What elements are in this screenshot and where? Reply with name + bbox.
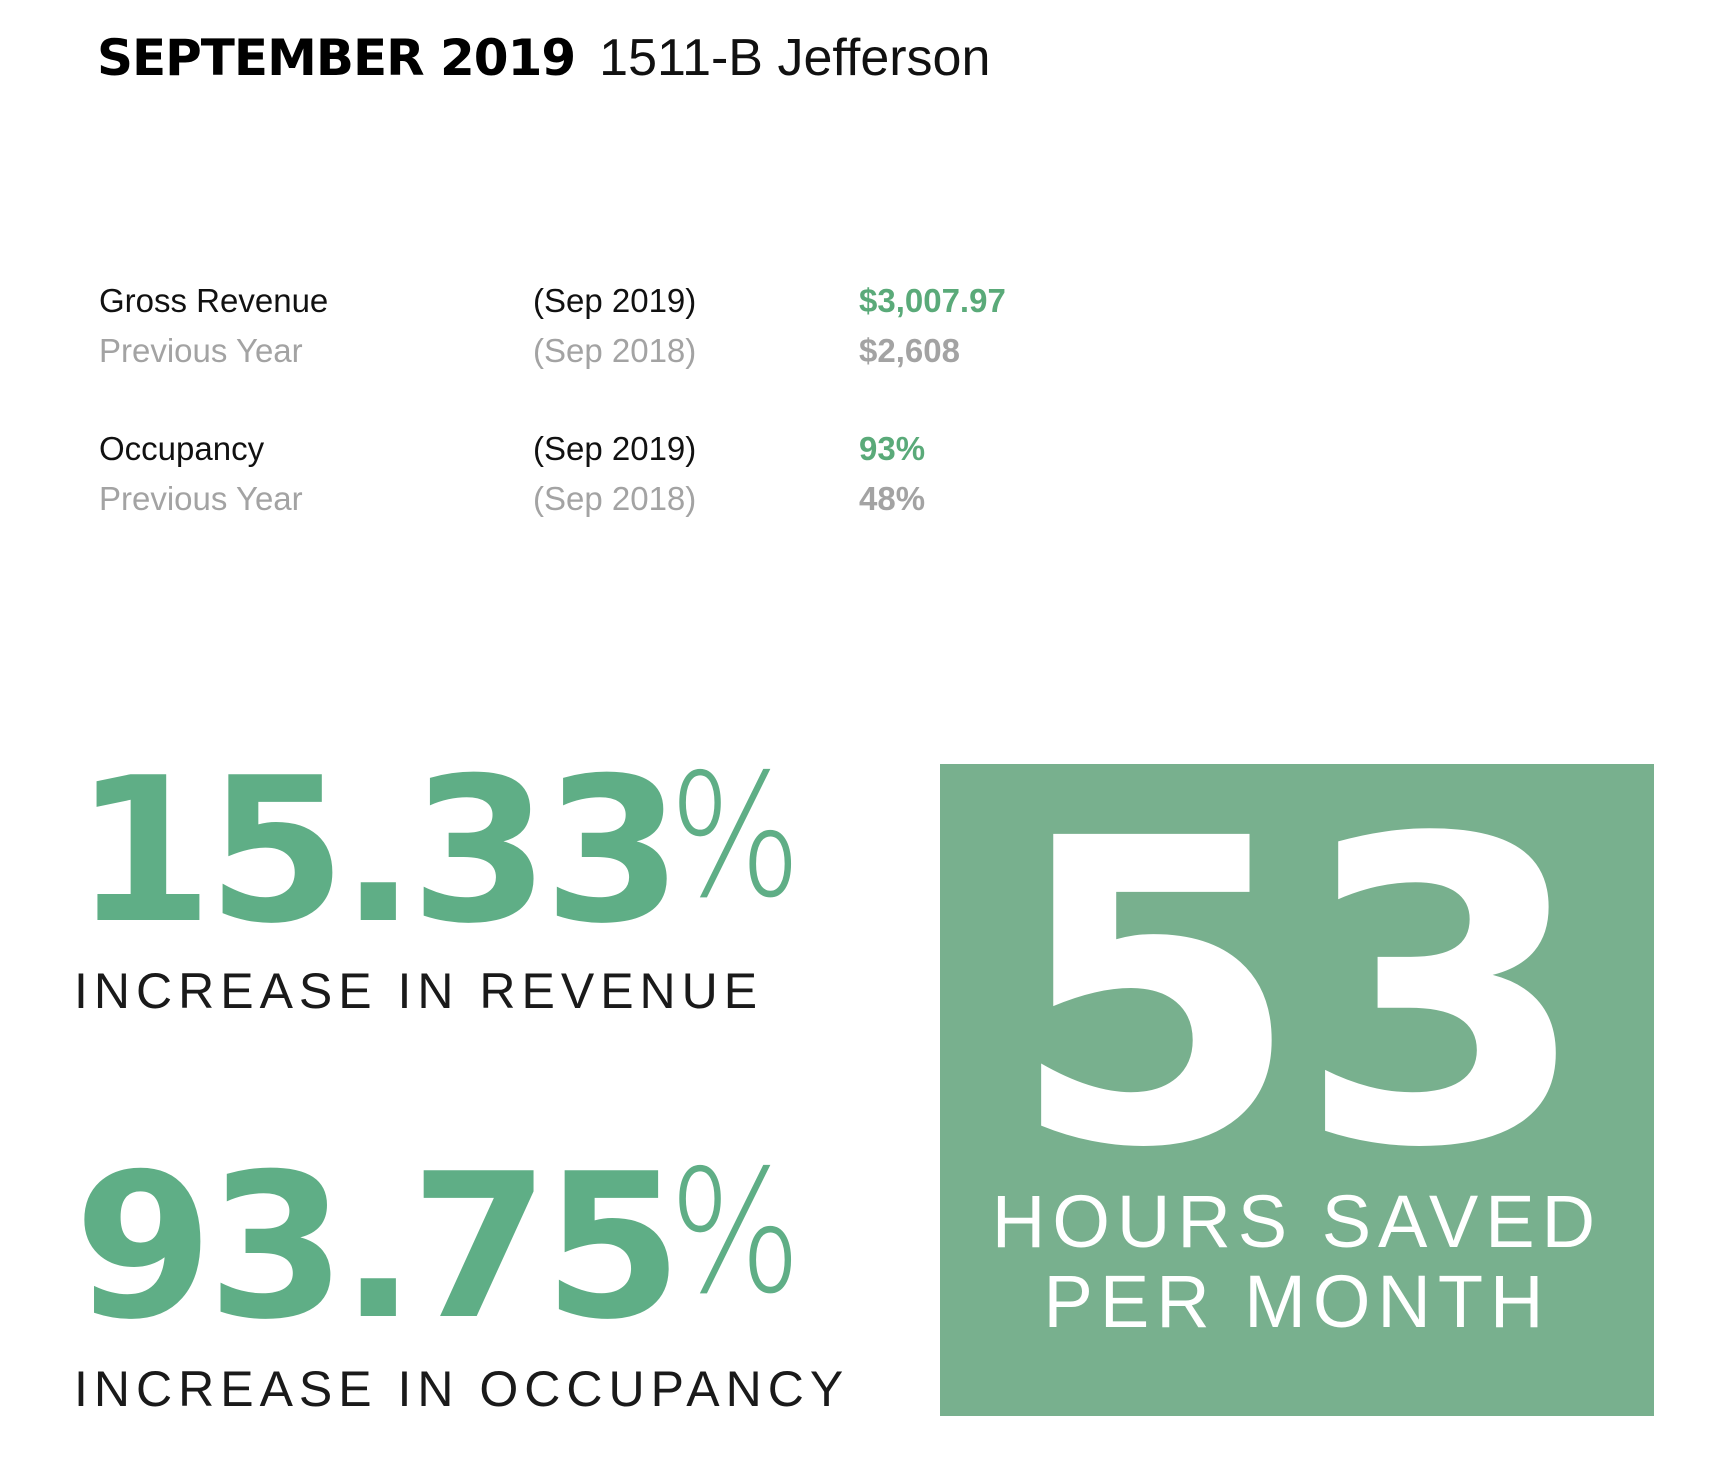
occupancy-increase-figure: 93.75% [74, 1134, 849, 1348]
metric-period: (Sep 2019) [533, 430, 697, 467]
metric-label: Occupancy [99, 430, 265, 467]
hours-saved-caption-line1: HOURS SAVED [991, 1180, 1603, 1263]
metric-value: 93% [859, 430, 926, 467]
metric-label: Previous Year [99, 480, 303, 517]
revenue-increase-stat: 15.33% INCREASE IN REVENUE [74, 752, 830, 1020]
report-month: SEPTEMBER 2019 [97, 29, 576, 87]
metric-label: Previous Year [99, 332, 303, 369]
metric-value: $3,007.97 [859, 282, 1006, 319]
occupancy-increase-caption: INCREASE IN OCCUPANCY [74, 1361, 850, 1417]
hours-saved-caption-line2: PER MONTH [1043, 1260, 1551, 1343]
property-address: 1511-B Jefferson [599, 29, 991, 87]
metric-period: (Sep 2018) [533, 332, 697, 369]
hours-saved-box: 53 HOURS SAVED PER MONTH [940, 764, 1654, 1416]
revenue-increase-caption: INCREASE IN REVENUE [74, 963, 764, 1019]
metric-value: 48% [859, 480, 926, 517]
revenue-increase-number: 15.33 [74, 735, 683, 968]
revenue-increase-figure: 15.33% [74, 738, 830, 952]
hours-saved-number: 53 [1008, 751, 1589, 1240]
metric-period: (Sep 2019) [533, 282, 697, 319]
hours-saved-caption: HOURS SAVED PER MONTH [940, 1182, 1654, 1342]
occupancy-increase-number: 93.75 [74, 1131, 683, 1364]
occupancy-increase-stat: 93.75% INCREASE IN OCCUPANCY [74, 1148, 849, 1418]
percent-sign: % [668, 738, 802, 936]
report-header: SEPTEMBER 2019 1511-B Jefferson [97, 32, 990, 84]
percent-sign: % [668, 1134, 802, 1332]
metric-period: (Sep 2018) [533, 480, 697, 517]
metric-value: $2,608 [859, 332, 960, 369]
metric-label: Gross Revenue [99, 282, 329, 319]
